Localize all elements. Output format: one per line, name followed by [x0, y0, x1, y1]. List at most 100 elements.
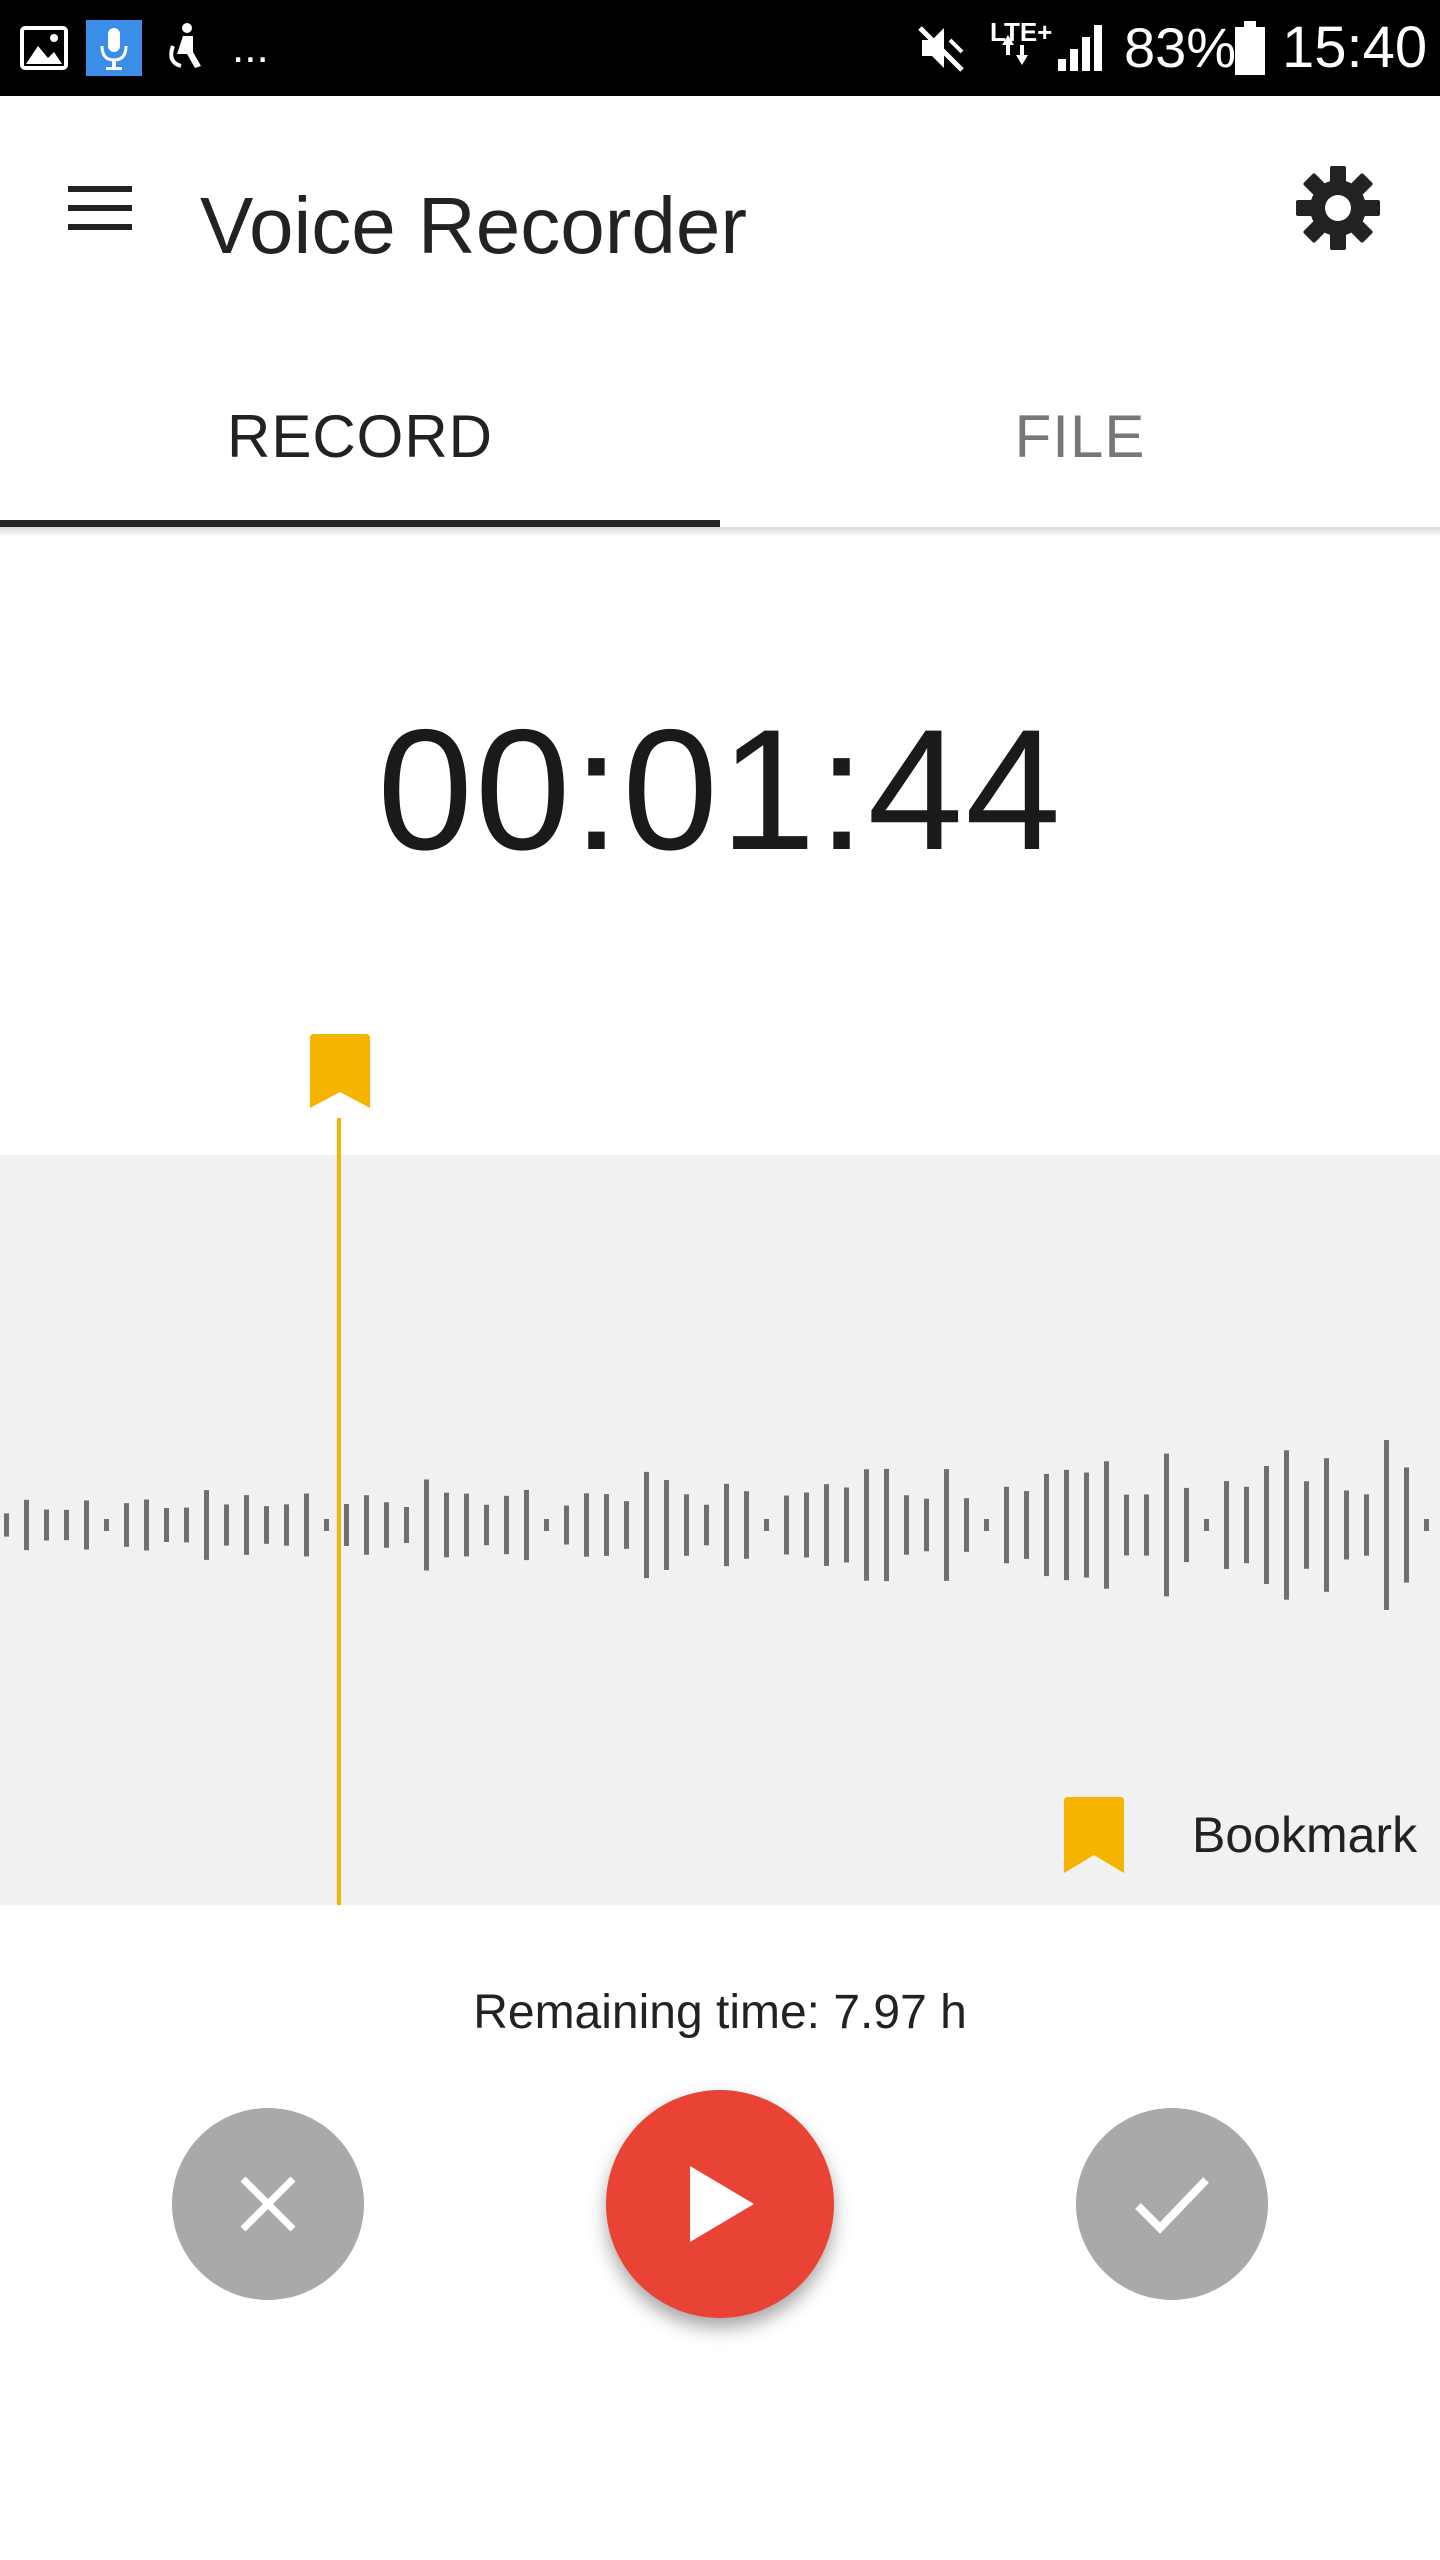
waveform-bar	[364, 1495, 369, 1555]
waveform-bar	[244, 1495, 249, 1555]
waveform-bar	[424, 1479, 429, 1571]
app-bar: Voice Recorder	[0, 96, 1440, 436]
bookmark-button[interactable]: Bookmark	[1050, 1780, 1420, 1890]
waveform-bar	[1184, 1487, 1189, 1563]
waveform-bar	[524, 1489, 529, 1561]
waveform-bar	[984, 1519, 989, 1531]
waveform-bar	[64, 1509, 69, 1541]
waveform-bar	[1084, 1472, 1089, 1578]
waveform-bar	[1284, 1450, 1289, 1600]
waveform-bar	[444, 1492, 449, 1558]
waveform-bar	[844, 1487, 849, 1563]
tab-record[interactable]: RECORD	[226, 402, 493, 470]
network-type: LTE+	[990, 17, 1053, 47]
resume-recording-button[interactable]	[606, 2090, 834, 2318]
battery-percent: 83%	[1124, 16, 1237, 79]
tab-file[interactable]: FILE	[1014, 402, 1146, 470]
waveform-bar	[384, 1502, 389, 1548]
waveform-bar	[84, 1500, 89, 1550]
waveform-bar	[1144, 1494, 1149, 1556]
waveform-bar	[1324, 1458, 1329, 1592]
mute-icon	[912, 0, 972, 96]
waveform-bar	[744, 1491, 749, 1559]
waveform-bar	[644, 1471, 649, 1579]
settings-button[interactable]	[1286, 156, 1390, 260]
bookmark-icon	[1064, 1797, 1124, 1873]
waveform-bar	[824, 1484, 829, 1566]
play-icon	[690, 2166, 754, 2242]
save-button[interactable]	[1076, 2108, 1268, 2300]
waveform-bar	[204, 1490, 209, 1560]
waveform-bar	[324, 1519, 329, 1531]
signal-icon	[1054, 0, 1108, 96]
bookmark-marker-icon	[310, 1034, 370, 1108]
waveform-bar	[1024, 1491, 1029, 1559]
waveform-bar	[864, 1469, 869, 1581]
hamburger-menu-icon	[68, 186, 132, 230]
elapsed-timer: 00:01:44	[377, 694, 1063, 886]
waveform-bar	[624, 1501, 629, 1549]
waveform-bar	[1384, 1440, 1389, 1610]
waveform-bar	[664, 1480, 669, 1570]
waveform-bar	[944, 1469, 949, 1581]
waveform-panel	[0, 1155, 1440, 1905]
waveform-bar	[884, 1468, 889, 1582]
waveform-bar	[704, 1504, 709, 1546]
bookmark-label: Bookmark	[1192, 1807, 1418, 1863]
waveform-bar	[924, 1498, 929, 1552]
waveform-bar	[224, 1504, 229, 1546]
waveform-bar	[1104, 1461, 1109, 1589]
notification-overflow: ...	[232, 23, 269, 72]
waveform-bar	[24, 1499, 29, 1551]
waveform-bar	[1364, 1494, 1369, 1556]
waveform-bar	[404, 1506, 409, 1544]
waveform-bar	[464, 1493, 469, 1557]
waveform-bar	[484, 1504, 489, 1546]
gallery-icon	[16, 0, 72, 96]
waveform-bar	[604, 1494, 609, 1556]
waveform-bar	[344, 1503, 349, 1547]
accessibility-icon	[160, 0, 210, 96]
status-bar: ... LTE+ 83% 15:40	[0, 0, 1440, 96]
waveform-bar	[1404, 1467, 1409, 1583]
waveform-bar	[784, 1495, 789, 1555]
waveform-bar	[684, 1494, 689, 1556]
app-title: Voice Recorder	[200, 181, 747, 270]
waveform-bar	[1344, 1490, 1349, 1560]
waveform-bar	[44, 1509, 49, 1541]
waveform-bar	[1064, 1469, 1069, 1581]
voice-recorder-notification-icon	[86, 0, 142, 96]
waveform-bar	[184, 1507, 189, 1543]
waveform-bar	[1264, 1465, 1269, 1585]
waveform-bar	[304, 1493, 309, 1557]
waveform-bar	[104, 1519, 109, 1531]
waveform-bar	[1424, 1519, 1429, 1531]
gear-icon	[1296, 166, 1380, 250]
waveform-bar	[504, 1495, 509, 1555]
waveform-bar	[284, 1504, 289, 1546]
waveform-bar	[1124, 1494, 1129, 1556]
waveform-bar	[964, 1498, 969, 1552]
waveform-bar	[724, 1483, 729, 1567]
checkmark-icon	[1135, 2177, 1209, 2234]
tab-indicator	[0, 520, 720, 527]
waveform-bar	[564, 1505, 569, 1545]
waveform-bar	[1304, 1481, 1309, 1569]
waveform	[4, 1440, 1429, 1610]
playhead	[337, 1118, 341, 1905]
waveform-bar	[4, 1513, 9, 1537]
menu-button[interactable]	[48, 156, 152, 260]
battery-icon	[1232, 0, 1268, 96]
waveform-bar	[1164, 1453, 1169, 1597]
clock: 15:40	[1282, 15, 1428, 80]
waveform-bar	[804, 1492, 809, 1558]
waveform-bar	[144, 1499, 149, 1551]
waveform-bar	[764, 1519, 769, 1531]
remaining-time: Remaining time: 7.97 h	[473, 1986, 967, 2039]
waveform-bar	[1224, 1481, 1229, 1569]
waveform-bar	[264, 1506, 269, 1544]
waveform-bar	[584, 1493, 589, 1557]
waveform-bar	[124, 1503, 129, 1547]
cancel-button[interactable]	[172, 2108, 364, 2300]
waveform-bar	[1204, 1519, 1209, 1531]
